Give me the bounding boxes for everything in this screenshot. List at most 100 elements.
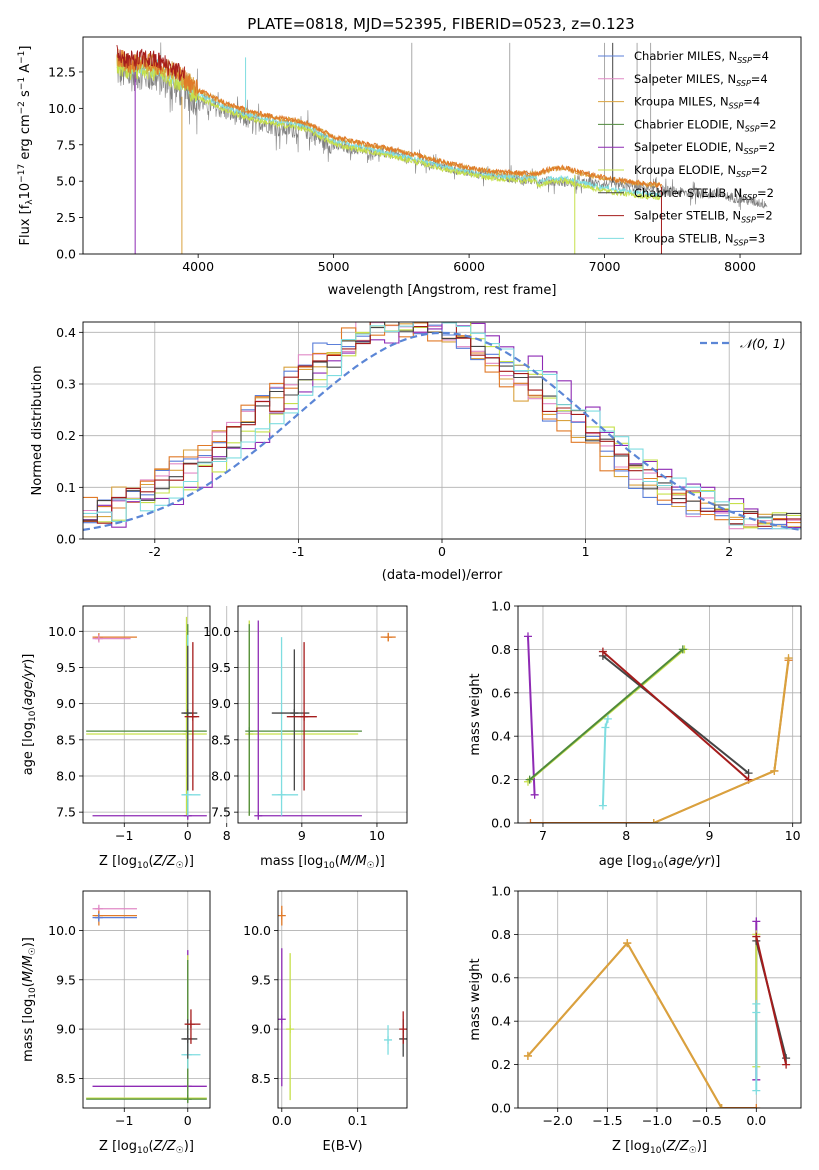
y-axis-label-part: ] (18, 46, 33, 51)
x-axis-label: age [log10(age/yr)] (599, 854, 721, 871)
y-tick-label: 0.6 (491, 970, 511, 985)
x-tick-label: 8 (622, 828, 630, 843)
x-axis-label-part: Z [log (612, 1139, 650, 1154)
weight-point-marker (603, 714, 612, 723)
x-axis-label-part: )] (697, 1139, 707, 1154)
y-axis-label-part: −17 (17, 164, 27, 183)
weight-point-marker (752, 932, 761, 941)
y-tick-label: 0.0 (56, 532, 76, 547)
y-axis-label-part: age [log (21, 722, 36, 775)
x-axis-label-part: Z [log (99, 1139, 137, 1154)
x-axis-label-part: Z/Z (153, 1139, 177, 1154)
x-tick-label: 9 (705, 828, 713, 843)
y-tick-label: 9.5 (56, 660, 76, 675)
weight-series-line (527, 636, 536, 795)
y-axis-label-part: 10 (28, 710, 38, 722)
axes-frame-group: −1 07.58.08.59.09.510.0Z [log10(Z/Z☉)]age… (21, 605, 211, 871)
y-tick-label: 9.0 (211, 696, 231, 711)
data-point-marker (278, 1015, 286, 1024)
legend-sub: SSP (741, 216, 756, 225)
y-axis-label-part: s (18, 90, 33, 101)
legend-entry: Salpeter MILES, NSSP=4 (634, 72, 768, 88)
y-tick-label: 0.2 (56, 428, 76, 443)
mass-vs-ebv-panel: 0.0 0.1 8.5 9.0 9.5 10.0 E(B-V) (243, 890, 408, 1154)
x-axis-label-part: Z/Z (153, 854, 177, 869)
weight-point-marker (752, 1086, 761, 1095)
x-tick-label: 1 (582, 544, 590, 559)
histogram-series (83, 322, 801, 529)
legend-sub: SSP (734, 238, 749, 247)
y-tick-label: 0.8 (491, 642, 511, 657)
y-tick-label: 7.5 (211, 805, 231, 820)
plot-area (83, 322, 801, 531)
legend-entry: Chabrier STELIB, NSSP=2 (634, 186, 774, 202)
plot-area (278, 905, 407, 1101)
data-point-marker (278, 911, 286, 920)
massweight-vs-metallicity-panel: −2.0 −1.5 −1.0 −0.5 0.0 0.0 0.2 0.4 0.6 0.8 1.0 Z [… (468, 884, 802, 1156)
y-tick-label: 10.0 (203, 624, 231, 639)
y-tick-label: 7.5 (56, 805, 76, 820)
y-tick-label: 9.5 (251, 972, 271, 987)
y-tick-label: 2.5 (56, 210, 76, 225)
legend-label: Salpeter ELODIE, N (634, 140, 744, 154)
x-tick-label: 10 (369, 828, 385, 843)
weight-series-line (602, 650, 750, 781)
weight-point-marker (601, 723, 610, 732)
x-tick-label: −2.0 (543, 1113, 573, 1128)
axes-frame (82, 890, 211, 1109)
weight-point-marker (717, 1104, 726, 1108)
y-axis-label-part: )] (21, 937, 36, 947)
legend-label: Kroupa MILES, N (634, 95, 729, 109)
y-axis-label-part: λ (25, 199, 35, 205)
x-axis-label-part: )] (184, 1139, 194, 1154)
y-axis-label-part: M/M (21, 955, 36, 982)
plot-area (523, 632, 793, 823)
y-tick-label: 9.5 (211, 660, 231, 675)
plot-area (86, 616, 207, 820)
model-spectrum-line (116, 45, 186, 82)
y-axis-label-part: 10 (18, 183, 33, 200)
x-tick-label: -2 (149, 544, 161, 559)
x-axis-label: mass [log10(M/M☉)] (260, 854, 385, 871)
y-axis-label-part: Normed distribution (30, 366, 45, 496)
y-axis-label: mass weight (468, 673, 483, 755)
x-axis-label-part: mass [log (260, 854, 323, 869)
weight-point-marker (623, 939, 632, 948)
axes-frame-group: −2.0 −1.5 −1.0 −0.5 0.0 0.0 0.2 0.4 0.6 0.8 1.0 Z [… (468, 884, 802, 1156)
y-axis-label: mass weight (468, 958, 483, 1040)
x-axis-label: Z [log10(Z/Z☉)] (612, 1139, 707, 1156)
model-spectrum-line (116, 54, 662, 201)
weight-point-marker (530, 790, 539, 799)
y-tick-label: 9.0 (251, 1022, 271, 1037)
x-axis-label-part: ( (663, 854, 668, 869)
y-tick-label: 8.5 (211, 732, 231, 747)
data-point-marker (94, 634, 103, 643)
weight-point-marker (782, 1060, 791, 1069)
x-axis-label-part: ☉ (176, 1146, 184, 1156)
y-tick-label: 10.0 (48, 923, 76, 938)
weight-point-marker (752, 999, 761, 1008)
y-axis-label-part: erg cm (18, 114, 33, 163)
plot-area (245, 620, 396, 820)
y-axis-label-part: mass [log (21, 999, 36, 1062)
x-tick-label: 4000 (182, 259, 214, 274)
y-tick-label: 0.6 (491, 685, 511, 700)
data-point-marker (254, 811, 263, 820)
legend-sub: SSP (742, 193, 757, 202)
x-axis-label-part: E(B-V) (322, 1139, 362, 1154)
weight-series-line (601, 718, 609, 806)
y-axis-label-part: −2 (17, 101, 27, 114)
age-vs-metallicity-panel: −1 07.58.08.59.09.510.0Z [log10(Z/Z☉)]age… (21, 605, 211, 871)
weight-point-marker (770, 766, 779, 775)
y-axis-label-part: )] (21, 654, 36, 664)
plot-area (86, 904, 207, 1104)
y-axis-label-part: A (18, 64, 33, 77)
data-point-marker (94, 913, 103, 922)
x-axis-label-part: )] (184, 854, 194, 869)
data-point-marker (186, 1020, 195, 1029)
